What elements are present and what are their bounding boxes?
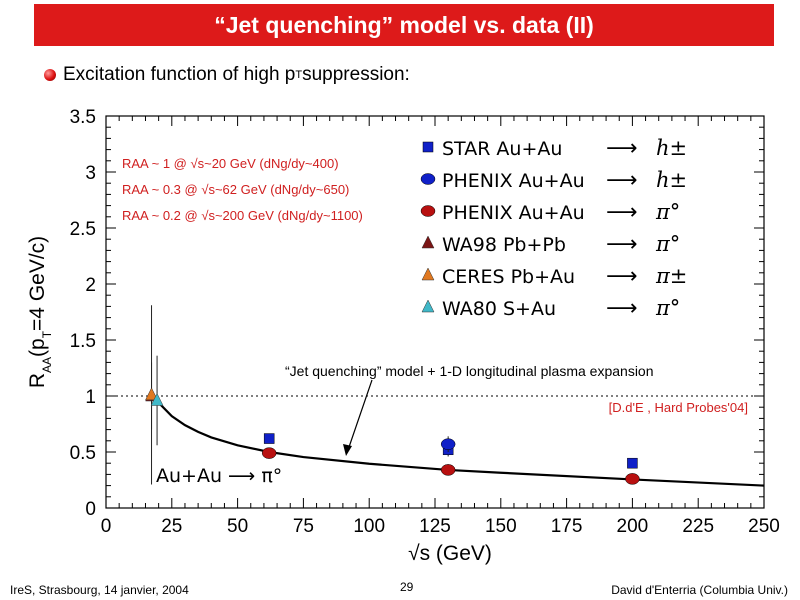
data-point bbox=[261, 447, 277, 459]
x-tick-label: 25 bbox=[161, 516, 182, 537]
x-tick-label: 50 bbox=[227, 516, 248, 537]
raa-chart: 0 25 50 75 100 125 150 175 200 225 250 0 0.5 1 1.5 2 2.5… bbox=[26, 107, 780, 565]
legend-arrow: ⟶ bbox=[606, 168, 638, 193]
model-label-arrow bbox=[347, 379, 373, 451]
axes: 0 25 50 75 100 125 150 175 200 225 250 0 0.5 1 1.5 2 2.5… bbox=[26, 107, 780, 565]
legend-marker bbox=[420, 205, 436, 217]
y-axis-title-part: R bbox=[26, 373, 49, 388]
legend-arrow: ⟶ bbox=[606, 136, 638, 161]
legend-label: WA98 Pb+Pb bbox=[442, 234, 566, 256]
legend-marker bbox=[422, 141, 434, 153]
y-axis-title-part: (p bbox=[26, 338, 49, 357]
data-point bbox=[627, 457, 638, 469]
legend-product: h± bbox=[656, 136, 687, 160]
x-tick-label: 175 bbox=[551, 516, 583, 537]
reference-citation: [D.d'E , Hard Probes'04] bbox=[609, 400, 748, 415]
y-tick-label: 3.5 bbox=[70, 107, 96, 128]
raa-annotation-line: RAA ~ 1 @ √s~20 GeV (dNg/dy~400) bbox=[122, 156, 339, 171]
y-tick-label: 1.5 bbox=[70, 331, 96, 352]
legend-label: STAR Au+Au bbox=[442, 138, 562, 160]
legend-product: π° bbox=[655, 200, 680, 224]
x-tick-label: 225 bbox=[682, 516, 714, 537]
legend-label: CERES Pb+Au bbox=[442, 266, 575, 288]
legend-product: π° bbox=[655, 232, 680, 256]
x-tick-label: 125 bbox=[419, 516, 451, 537]
x-tick-label: 75 bbox=[293, 516, 314, 537]
y-axis-title: RAA(pT=4 GeV/c) bbox=[26, 236, 54, 388]
data-point bbox=[150, 392, 164, 406]
x-tick-label: 250 bbox=[748, 516, 780, 537]
model-curve-layer bbox=[150, 395, 765, 487]
x-tick-label: 150 bbox=[485, 516, 517, 537]
y-tick-label: 0.5 bbox=[70, 443, 96, 464]
data-point bbox=[145, 387, 158, 401]
legend-label: PHENIX Au+Au bbox=[442, 202, 585, 224]
annotations: RAA ~ 1 @ √s~20 GeV (dNg/dy~400) RAA ~ 0.… bbox=[122, 156, 748, 487]
legend-marker bbox=[421, 235, 435, 249]
legend-arrow: ⟶ bbox=[606, 296, 638, 321]
y-axis-title-part: =4 GeV/c) bbox=[26, 236, 49, 331]
y-axis-title-part: T bbox=[40, 330, 54, 338]
bullet-text-subscript: T bbox=[295, 69, 303, 81]
model-label-arrowhead bbox=[343, 444, 352, 456]
bullet-text-prefix: Excitation function of high p bbox=[63, 64, 296, 85]
legend-arrow: ⟶ bbox=[606, 200, 638, 225]
page-number: 29 bbox=[400, 580, 414, 594]
x-tick-label: 200 bbox=[617, 516, 649, 537]
legend-product: π± bbox=[655, 264, 687, 288]
slide-title: “Jet quenching” model vs. data (II) bbox=[34, 4, 774, 46]
y-tick-label: 0 bbox=[85, 499, 96, 520]
y-tick-label: 1 bbox=[85, 387, 96, 408]
legend-marker bbox=[420, 173, 436, 185]
footer-author: David d'Enterria (Columbia Univ.) bbox=[611, 583, 788, 597]
data-points bbox=[145, 305, 640, 485]
footer-venue: IreS, Strasbourg, 14 janvier, 2004 bbox=[10, 583, 189, 597]
system-label: Au+Au ⟶ π° bbox=[156, 465, 282, 487]
x-axis-title: √s (GeV) bbox=[408, 542, 492, 565]
data-point bbox=[263, 433, 275, 444]
y-tick-label: 3 bbox=[85, 163, 96, 184]
x-tick-label: 0 bbox=[101, 516, 112, 537]
legend-product: h± bbox=[656, 168, 687, 192]
legend: STAR Au+Au ⟶ h± PHENIX Au+Au ⟶ h± PHENIX Au+Au… bbox=[420, 136, 687, 321]
legend-arrow: ⟶ bbox=[606, 232, 638, 257]
raa-annotation-line: RAA ~ 0.3 @ √s~62 GeV (dNg/dy~650) bbox=[122, 182, 349, 197]
y-axis-title-part: AA bbox=[40, 357, 54, 373]
model-label: “Jet quenching” model + 1-D longitudinal… bbox=[285, 363, 654, 379]
bullet-icon bbox=[44, 69, 56, 81]
legend-marker bbox=[421, 299, 435, 313]
y-tick-label: 2 bbox=[85, 275, 96, 296]
y-tick-label: 2.5 bbox=[70, 219, 96, 240]
legend-label: PHENIX Au+Au bbox=[442, 170, 585, 192]
legend-product: π° bbox=[655, 296, 680, 320]
x-tick-label: 100 bbox=[353, 516, 385, 537]
model-curve bbox=[150, 395, 765, 487]
data-point bbox=[440, 438, 456, 450]
data-point bbox=[440, 464, 456, 476]
legend-marker bbox=[421, 267, 435, 281]
raa-annotation-line: RAA ~ 0.2 @ √s~200 GeV (dNg/dy~1100) bbox=[122, 208, 363, 223]
data-point bbox=[625, 473, 640, 485]
legend-arrow: ⟶ bbox=[606, 264, 638, 289]
bullet-text-suffix: suppression: bbox=[302, 64, 410, 85]
legend-label: WA80 S+Au bbox=[442, 298, 556, 320]
